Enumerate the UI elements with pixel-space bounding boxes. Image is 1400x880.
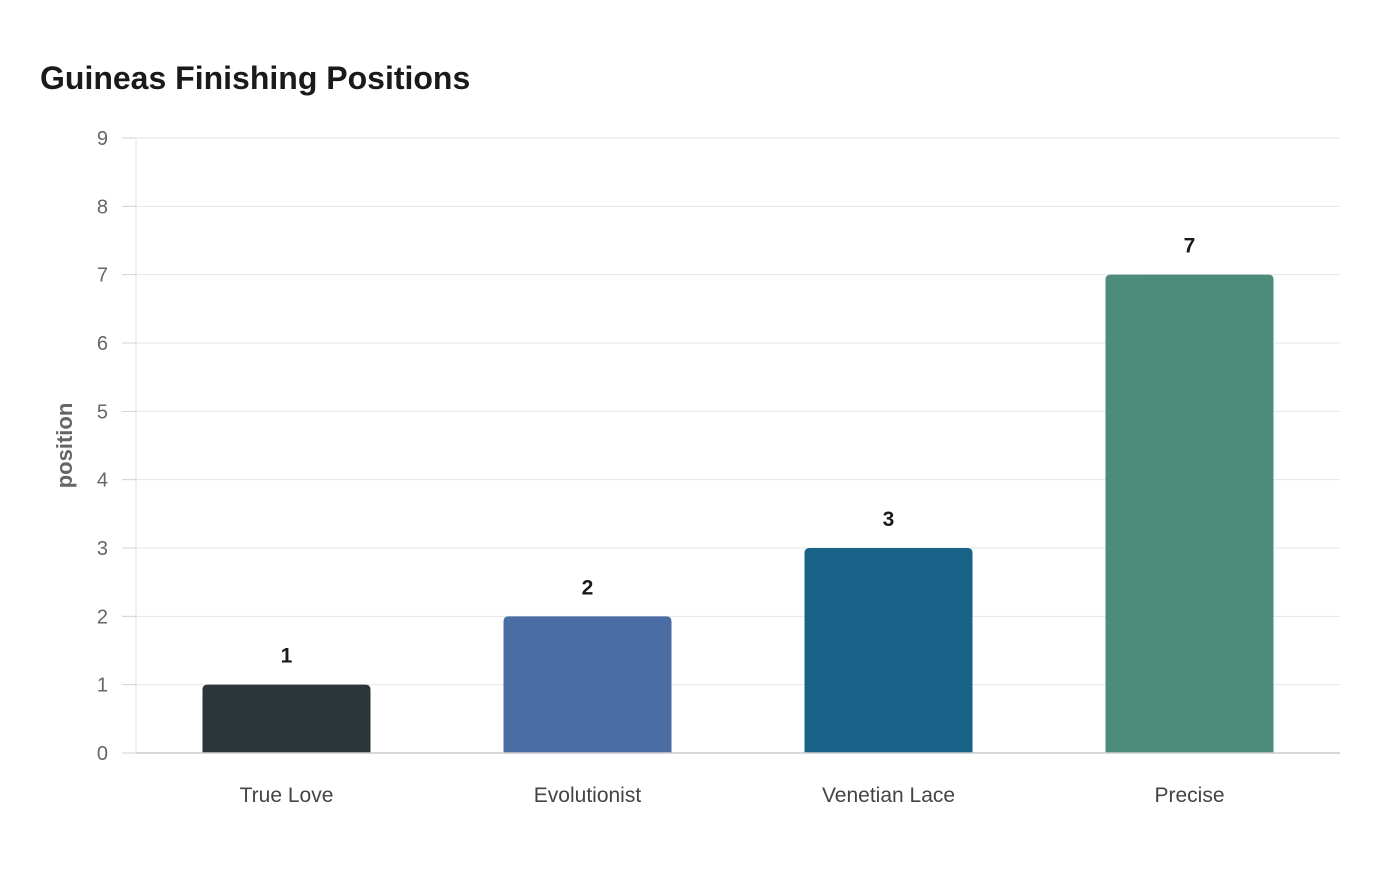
data-label: 2 <box>582 576 594 599</box>
x-tick-labels: True Love Evolutionist Venetian Lace Precis… <box>240 784 1225 807</box>
bar-evolutionist <box>503 616 672 753</box>
data-labels: 1 2 3 7 <box>281 235 1196 668</box>
y-tick-label: 0 <box>97 743 108 765</box>
bar-true-love <box>202 684 371 753</box>
y-tick-label: 4 <box>97 470 108 492</box>
y-tick-label: 5 <box>97 401 108 423</box>
bar-precise <box>1105 274 1274 753</box>
chart-title: Guineas Finishing Positions <box>40 60 471 96</box>
x-tick-label: Evolutionist <box>534 784 642 807</box>
x-tick-label: True Love <box>240 784 334 807</box>
y-tick-labels: 0 1 2 3 4 5 6 7 8 9 <box>97 128 108 765</box>
bar-venetian-lace <box>804 548 973 753</box>
x-tick-label: Venetian Lace <box>822 784 955 807</box>
data-label: 7 <box>1184 235 1196 258</box>
y-tick-label: 7 <box>97 265 108 287</box>
y-axis-title: position <box>52 403 77 489</box>
axes <box>122 137 137 754</box>
y-tick-label: 8 <box>97 196 108 218</box>
x-tick-label: Precise <box>1154 784 1224 807</box>
y-tick-label: 1 <box>97 675 108 697</box>
y-tick-label: 9 <box>97 128 108 150</box>
y-tick-label: 6 <box>97 333 108 355</box>
bars <box>202 274 1274 753</box>
data-label: 1 <box>281 645 293 668</box>
y-tick-label: 3 <box>97 538 108 560</box>
y-tick-label: 2 <box>97 606 108 628</box>
data-label: 3 <box>883 508 895 531</box>
